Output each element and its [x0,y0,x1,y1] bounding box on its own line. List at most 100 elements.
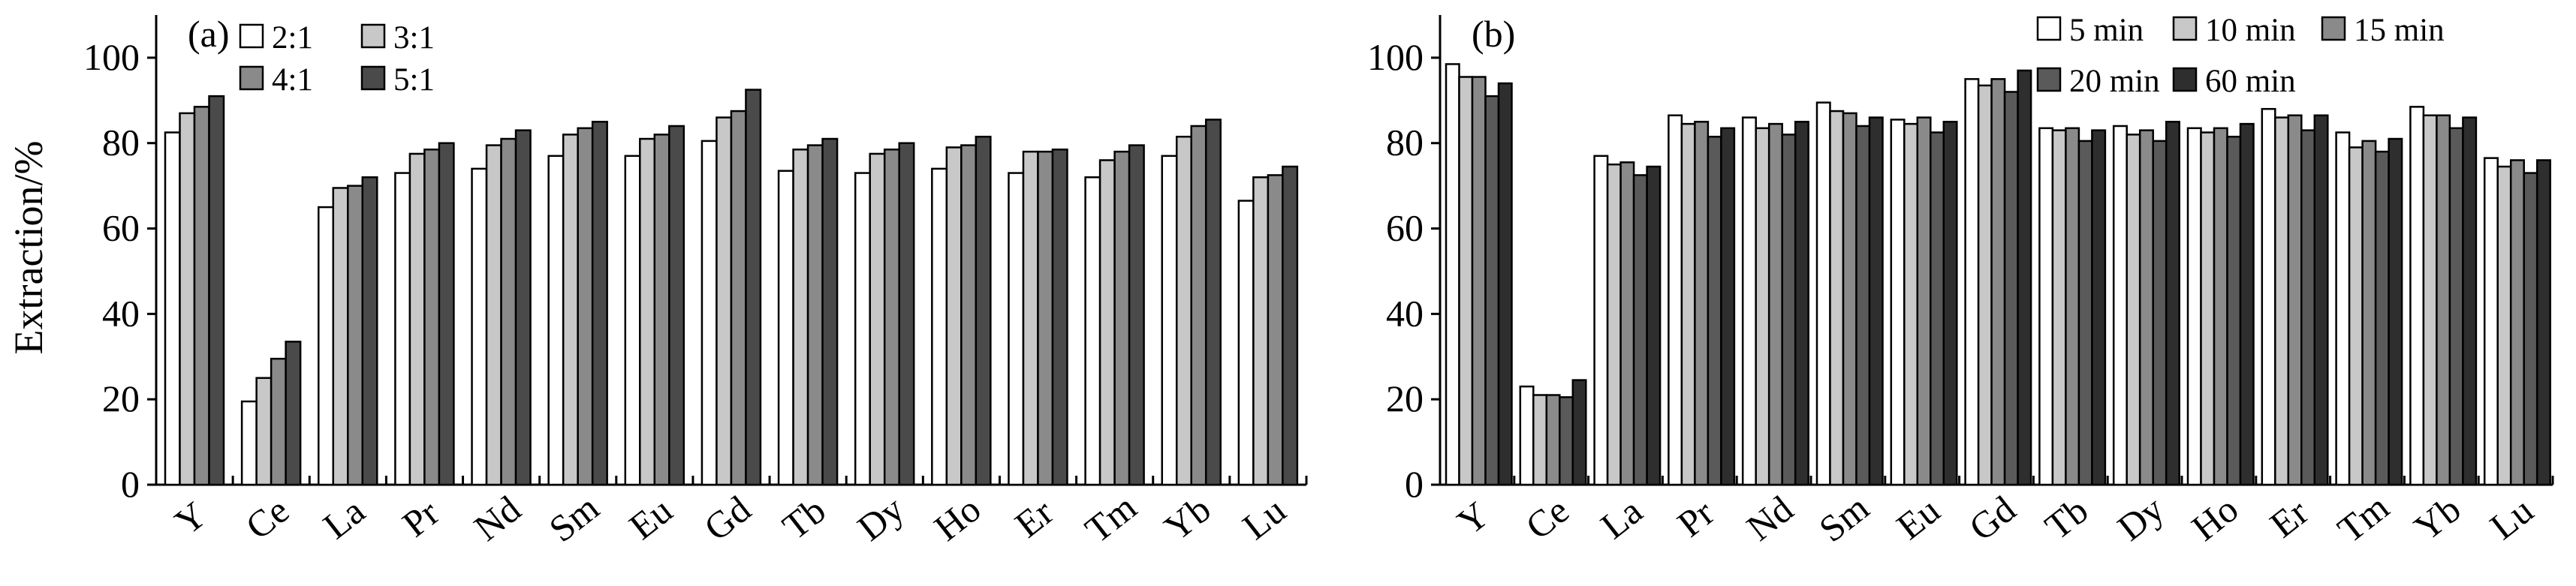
bar-pr-2 [1694,121,1710,486]
bar-tb-1 [792,149,809,486]
bar-ho-4 [2239,122,2255,486]
bar-er-3 [2300,129,2316,486]
bar-yb-0 [2409,106,2425,486]
bar-nd-2 [500,137,517,486]
bar-sm-0 [1815,101,1831,486]
bar-eu-4 [1942,121,1958,486]
y-tick-label: 20 [102,377,140,419]
bar-eu-1 [1903,122,1919,486]
bar-ho-2 [2213,127,2228,486]
bar-gd-0 [700,140,718,486]
bar-sm-0 [547,155,565,486]
bar-nd-3 [514,129,532,486]
bar-lu-2 [2509,159,2525,486]
bar-lu-1 [2496,165,2512,486]
bar-lu-3 [1282,165,1299,486]
bar-y-3 [208,95,225,486]
bar-tb-2 [2065,127,2080,486]
bar-ho-2 [960,144,978,486]
bar-nd-2 [1767,122,1783,486]
bar-tm-3 [1128,144,1145,486]
chart-panel-a: 0 20 40 60 80 100 Y Ce La Pr Nd Sm Eu Gd Tb Dy Ho Er Tm Yb L… [6,13,1308,551]
bar-nd-1 [1755,127,1770,486]
bar-er-1 [1022,150,1039,486]
y-tick-label: 100 [1367,36,1424,78]
x-tick-label: Er [2262,491,2316,545]
bar-nd-0 [1741,116,1757,486]
bar-er-0 [1008,172,1025,486]
bar-y-4 [1497,82,1513,486]
legend-label: 60 min [2205,64,2296,99]
bar-la-0 [1593,155,1609,486]
y-tick-label: 0 [121,463,140,505]
x-tick-label: Nd [466,488,529,549]
bar-eu-2 [653,134,670,486]
bar-ho-3 [2226,135,2242,486]
bar-ce-1 [1532,394,1548,486]
bar-y-2 [193,106,210,486]
bar-tm-1 [1098,159,1116,486]
x-tick-label: Sm [1811,486,1876,550]
x-tick-label: La [1592,489,1650,547]
bar-sm-4 [1868,116,1884,486]
legend-label: 5:1 [393,62,435,98]
bar-ce-3 [1559,396,1574,486]
chart-panel-b: 0 20 40 60 80 100 Y Ce La Pr Nd Sm Eu Gd Tb Dy Ho Er Tm Yb L… [1367,13,2554,551]
x-tick-label: Sm [541,486,607,550]
bar-yb-2 [2436,114,2451,486]
bar-sm-2 [577,127,594,486]
x-tick-label: Dy [2110,488,2172,549]
legend-swatch [2172,67,2198,92]
bar-lu-3 [2523,172,2538,486]
x-tick-label: Ho [2184,488,2246,549]
x-tick-label: Ho [926,488,989,549]
x-tick-label: Ce [238,488,297,547]
bar-nd-0 [471,167,488,486]
bar-la-3 [1632,174,1648,486]
bar-yb-2 [1190,125,1207,486]
legend-label: 4:1 [272,62,313,98]
bar-la-2 [1619,161,1635,486]
bar-eu-1 [639,137,656,486]
bar-lu-0 [1237,200,1255,486]
bar-gd-2 [730,110,747,486]
x-tick-label: Tm [1077,485,1144,551]
bar-nd-3 [1781,134,1797,486]
y-tick-label: 40 [1386,292,1424,334]
bar-eu-0 [624,155,641,486]
bar-lu-1 [1252,176,1270,486]
bar-tb-2 [806,144,824,486]
x-tick-label: Tb [2037,488,2095,547]
panel-label: (b) [1472,13,1515,55]
bar-sm-3 [1855,125,1871,486]
bar-tb-0 [777,170,794,486]
x-tick-label: Y [167,493,214,542]
bar-dy-0 [2112,125,2128,486]
x-tick-label: Gd [696,488,758,549]
x-tick-label: Tm [2330,485,2397,551]
bar-yb-4 [2462,116,2478,486]
bar-dy-4 [2165,121,2180,486]
bar-eu-0 [1890,119,1906,486]
bar-ce-3 [285,341,302,486]
bar-tm-1 [2348,146,2364,486]
bar-y-0 [164,131,181,486]
bar-eu-3 [668,125,685,486]
legend: 5 min 10 min 15 min 20 min 60 min [2036,13,2445,99]
bar-er-2 [1037,150,1054,486]
bar-lu-2 [1267,174,1284,486]
legend-label: 15 min [2354,13,2445,48]
bar-la-4 [1646,165,1662,486]
bar-dy-2 [2138,129,2154,486]
x-tick-label: Gd [1961,488,2023,549]
bar-eu-2 [1916,116,1932,486]
x-tick-label: Pr [1670,491,1722,545]
bar-gd-3 [745,89,762,486]
bar-tm-2 [1113,150,1131,486]
legend-swatch [2172,16,2198,41]
x-tick-label: La [315,489,372,547]
bar-sm-1 [562,134,579,486]
y-tick-label: 100 [83,36,140,78]
x-tick-label: Yb [2406,488,2469,549]
